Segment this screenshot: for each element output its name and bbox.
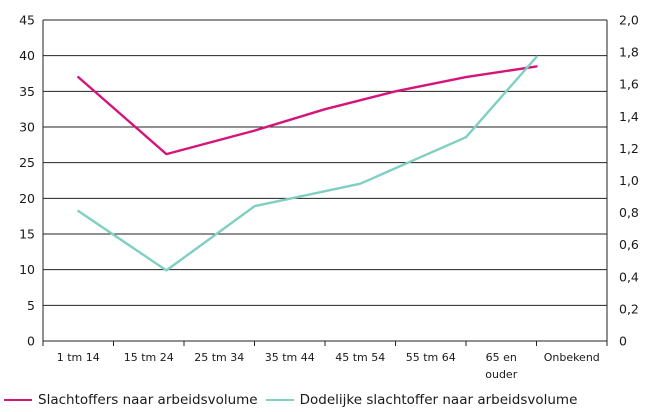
x-tick-label-7: Onbekend — [544, 351, 600, 364]
x-tick-label-0: 1 tm 14 — [57, 351, 100, 364]
y-left-tick-label-1: 5 — [27, 298, 35, 313]
y-left-tick-label-6: 30 — [19, 120, 35, 135]
y-right-tick-label-10: 2,0 — [619, 13, 639, 28]
y-left-tick-label-4: 20 — [19, 191, 35, 206]
legend-item-1: Dodelijke slachtoffer naar arbeidsvolume — [265, 392, 578, 408]
y-right-tick-label-5: 1,0 — [619, 173, 639, 188]
y-left-tick-label-7: 35 — [19, 84, 35, 99]
y-left-tick-label-8: 40 — [19, 48, 35, 63]
series-line-0 — [77, 65, 538, 156]
x-tick-label-6: 65 en ouder — [485, 351, 517, 381]
x-tick-label-1: 15 tm 24 — [124, 351, 174, 364]
y-left-tick-label-3: 15 — [19, 227, 35, 242]
legend-label-0: Slachtoffers naar arbeidsvolume — [38, 392, 258, 408]
legend-swatch-1 — [265, 399, 294, 401]
legend-swatch-0 — [4, 399, 32, 401]
x-tick-label-5: 55 tm 64 — [406, 351, 456, 364]
legend-label-1: Dodelijke slachtoffer naar arbeidsvolume — [299, 392, 578, 408]
y-right-tick-label-8: 1,6 — [619, 77, 639, 92]
y-left-tick-label-9: 45 — [19, 13, 35, 28]
x-tick-label-3: 35 tm 44 — [265, 351, 315, 364]
y-left-tick-label-5: 25 — [19, 155, 35, 170]
x-tick-label-4: 45 tm 54 — [335, 351, 385, 364]
y-right-tick-label-6: 1,2 — [619, 141, 639, 156]
y-left-tick-label-2: 10 — [19, 262, 35, 277]
y-right-tick-label-1: 0,2 — [619, 301, 639, 316]
series-line-1 — [77, 55, 538, 272]
y-right-tick-label-4: 0,8 — [619, 205, 639, 220]
y-right-tick-label-2: 0,4 — [619, 269, 639, 284]
y-left-tick-label-0: 0 — [27, 334, 35, 349]
y-right-tick-label-3: 0,6 — [619, 237, 639, 252]
legend-item-0: Slachtoffers naar arbeidsvolume — [4, 392, 258, 408]
x-tick-label-2: 25 tm 34 — [194, 351, 244, 364]
y-right-tick-label-9: 1,8 — [619, 45, 639, 60]
y-right-tick-label-0: 0 — [619, 334, 627, 349]
y-right-tick-label-7: 1,4 — [619, 109, 639, 124]
legend: Slachtoffers naar arbeidsvolume Dodelijk… — [4, 392, 585, 408]
